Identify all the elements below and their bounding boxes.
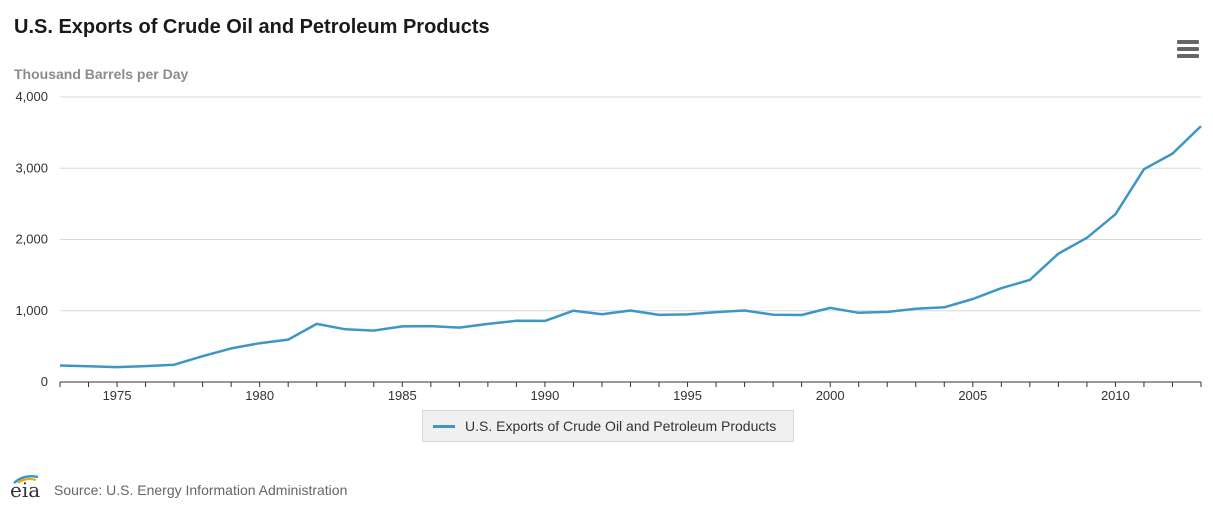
y-tick-label: 3,000 [15, 160, 48, 175]
footer: eia Source: U.S. Energy Information Admi… [8, 474, 347, 502]
series-line [59, 125, 1202, 369]
series-layer [59, 125, 1202, 369]
legend-label: U.S. Exports of Crude Oil and Petroleum … [465, 418, 777, 434]
x-axis: 1975 1980 1985 1990 1995 2000 2005 2010 [59, 381, 1202, 403]
source-note: Source: U.S. Energy Information Administ… [54, 482, 348, 498]
y-axis-ticks: 0 1,000 2,000 3,000 4,000 [15, 89, 48, 389]
legend-swatch [433, 424, 455, 428]
x-tick-label: 1980 [245, 388, 274, 403]
x-tick-label: 2005 [958, 388, 987, 403]
y-tick-label: 4,000 [15, 89, 48, 104]
chart-title: U.S. Exports of Crude Oil and Petroleum … [14, 16, 490, 38]
logo-text: eia [10, 478, 41, 502]
x-tick-label: 1985 [388, 388, 417, 403]
y-axis-title: Thousand Barrels per Day [14, 66, 189, 82]
x-tick-label: 1995 [673, 388, 702, 403]
hamburger-menu-icon[interactable] [1177, 40, 1199, 58]
x-tick-label: 2000 [816, 388, 845, 403]
y-tick-label: 2,000 [15, 232, 48, 247]
legend-item[interactable]: U.S. Exports of Crude Oil and Petroleum … [422, 410, 794, 442]
eia-logo: eia [8, 474, 46, 502]
logo-arc-icon [13, 475, 39, 484]
x-tick-label: 1975 [103, 388, 132, 403]
y-tick-label: 0 [41, 374, 48, 389]
x-tick-label: 1990 [530, 388, 559, 403]
y-tick-label: 1,000 [15, 303, 48, 318]
x-tick-label: 2010 [1101, 388, 1130, 403]
